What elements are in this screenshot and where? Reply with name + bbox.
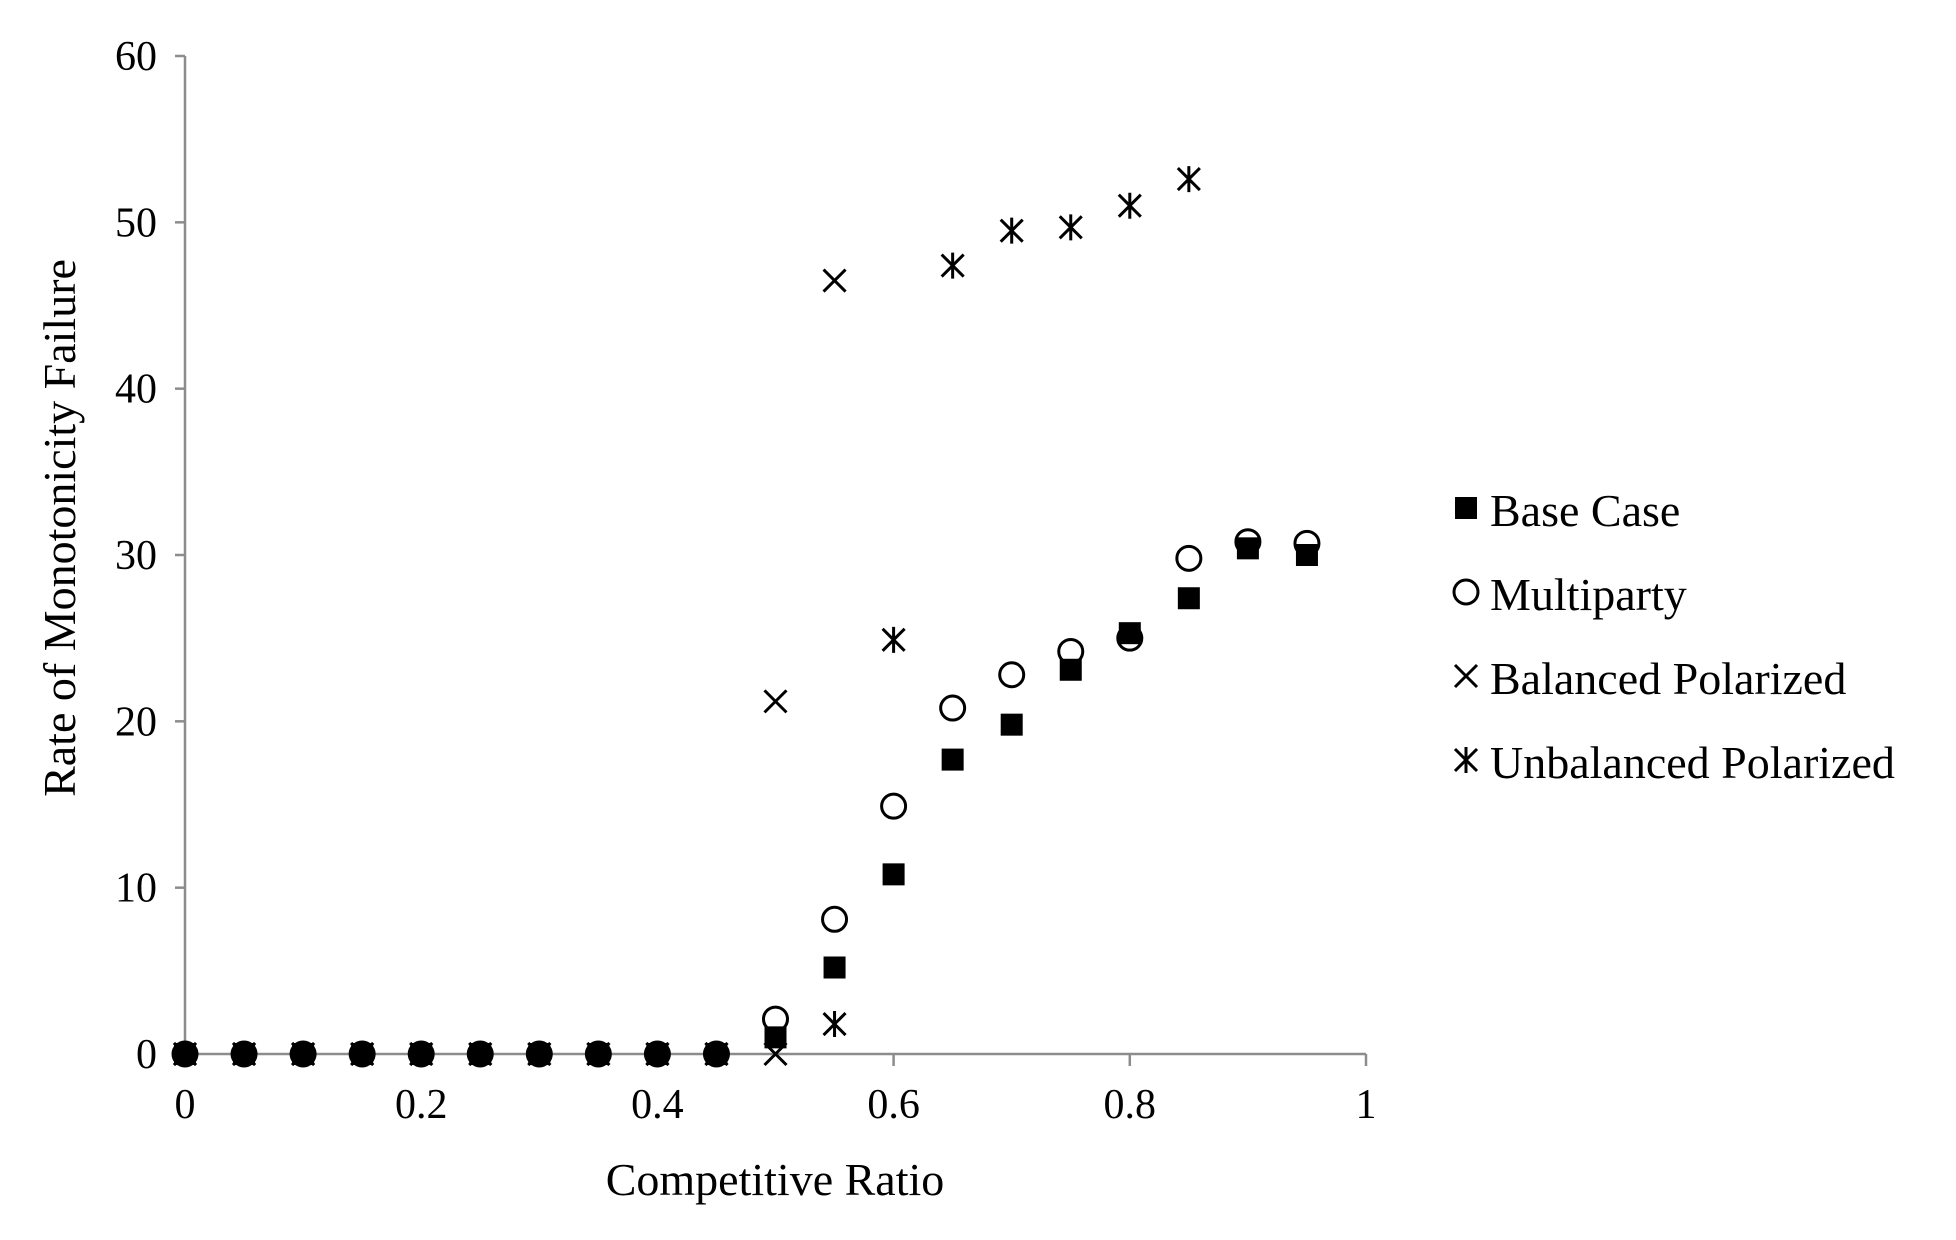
series-base-case [174,537,1318,1065]
data-point [881,626,906,653]
data-point [645,1041,670,1067]
data-point [939,694,967,722]
legend-marker [1453,663,1479,689]
data-point [941,748,964,771]
x-axis-title: Competitive Ratio [606,1154,945,1205]
data-point [822,268,847,293]
data-point [1058,214,1083,241]
data-points [171,166,1321,1068]
series-multiparty [171,528,1321,1068]
y-tick-label: 50 [115,200,157,246]
series-balanced-polarized [172,268,847,1067]
y-tick-label: 60 [115,34,157,80]
data-point [763,689,788,714]
data-point [704,1041,729,1067]
data-point [586,1041,611,1067]
y-axis-title: Rate of Monotonicity Failure [34,259,85,797]
data-point [940,252,965,279]
data-point [823,956,846,979]
data-point [1059,658,1082,681]
legend-marker [1455,497,1477,519]
x-tick-label: 0.8 [1104,1082,1157,1128]
legend: Base Case Multiparty Balanced Polarized Unb… [1452,485,1895,788]
data-point [1176,166,1201,193]
x-tick-label: 0 [175,1082,196,1128]
data-point [764,1026,787,1049]
data-point [1175,544,1203,572]
data-point [999,217,1024,244]
legend-label: Balanced Polarized [1490,653,1846,704]
data-point [409,1041,434,1067]
legend-label: Multiparty [1490,569,1687,620]
data-point [882,863,905,886]
y-tick-label: 10 [115,866,157,912]
x-tick-label: 0.6 [867,1082,920,1128]
legend-label: Base Case [1490,485,1680,536]
y-tick-label: 20 [115,699,157,745]
data-point [822,1011,847,1038]
data-point [1000,713,1023,736]
axes: 0 10 20 30 40 50 60 0 0.2 0.4 0.6 0.8 1 [115,34,1377,1128]
data-point [291,1041,316,1067]
data-point [350,1041,375,1067]
data-point [762,1005,789,1033]
y-tick-label: 0 [136,1032,157,1078]
legend-label: Unbalanced Polarized [1490,737,1895,788]
data-point [763,1041,788,1067]
data-point [821,905,849,933]
data-point [468,1041,493,1067]
data-point [1293,529,1321,557]
x-tick-label: 0.4 [631,1082,684,1128]
data-point [1177,587,1200,610]
y-tick-label: 40 [115,367,157,413]
y-tick-label: 30 [115,533,157,579]
data-point [1117,192,1142,219]
data-point [998,661,1026,689]
data-point [1057,637,1085,665]
legend-marker [1452,578,1480,606]
data-point [527,1041,552,1067]
legend-marker [1453,747,1479,773]
x-tick-label: 0.2 [395,1082,448,1128]
data-point [1116,624,1144,652]
series-unbalanced-polarized [172,166,1201,1067]
data-point [1236,537,1259,560]
data-point [172,1041,198,1067]
x-tick-label: 1 [1356,1082,1377,1128]
data-point [1234,528,1262,556]
data-point [231,1041,257,1067]
data-point [880,792,908,820]
